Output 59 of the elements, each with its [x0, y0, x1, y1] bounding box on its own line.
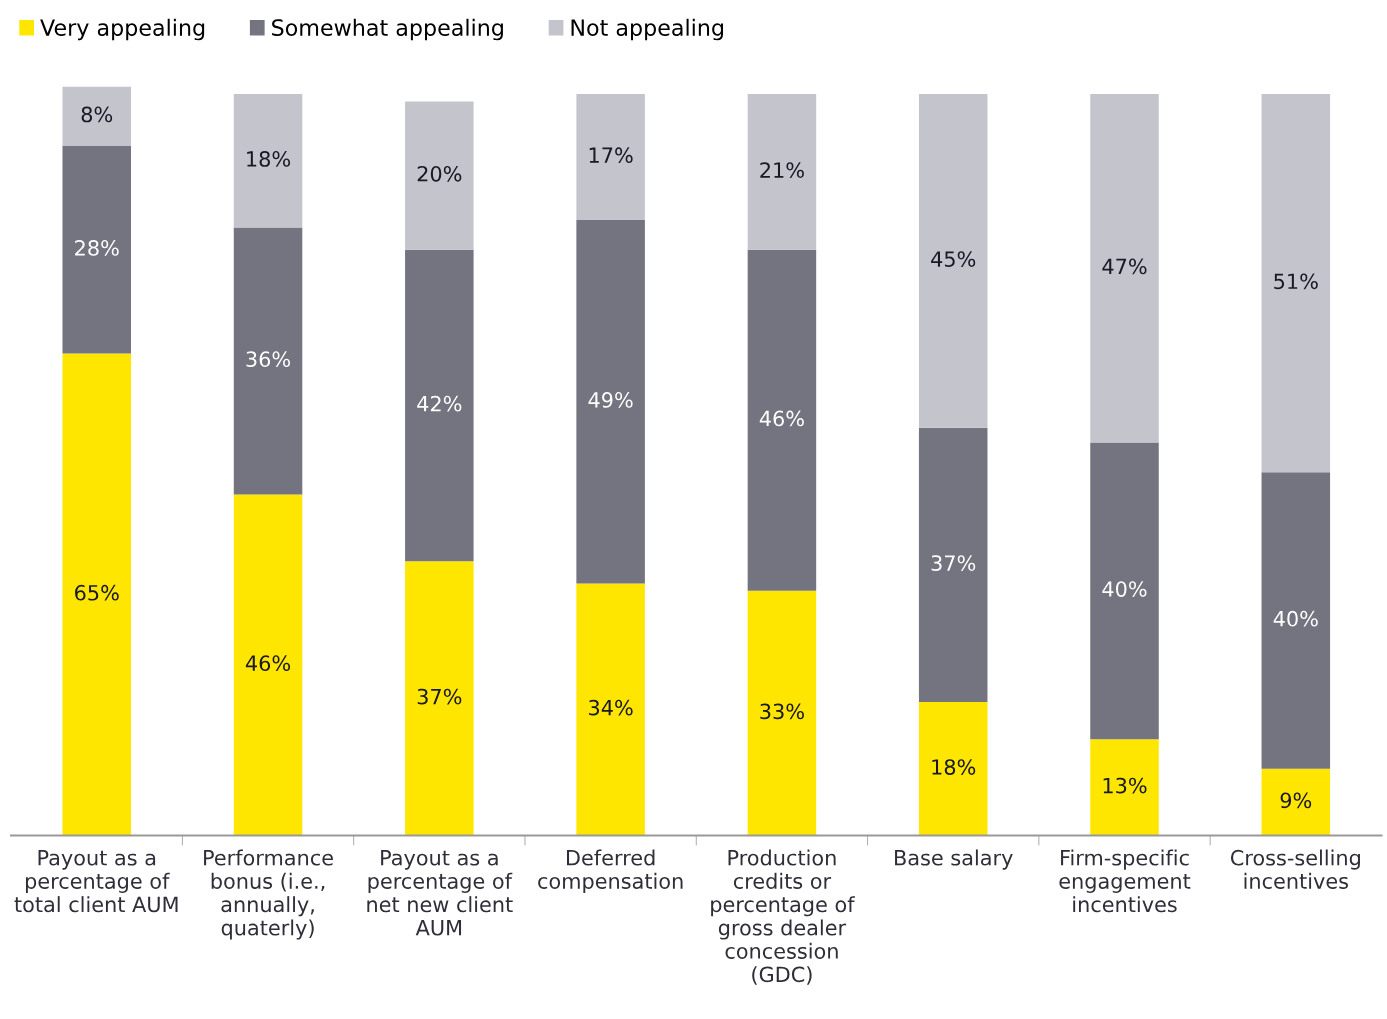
bar [62, 353, 131, 836]
data-label: 65% [75, 584, 119, 601]
data-label: 40% [1102, 581, 1147, 597]
data-label: 8% [81, 106, 113, 123]
bar [1090, 739, 1159, 836]
bar [747, 590, 817, 836]
data-label: 13% [1103, 777, 1147, 794]
x-tick-label: Production credits or percentage of gross dealer concession (GDC) [711, 849, 855, 985]
data-label: 33% [760, 703, 804, 720]
bar [918, 427, 988, 703]
data-label: 20% [417, 165, 462, 182]
bar [747, 249, 817, 591]
bar [1261, 768, 1331, 836]
bar [1090, 94, 1159, 443]
x-tick-label: Deferred compensation [538, 849, 683, 893]
data-label: 51% [1274, 273, 1318, 290]
bar [747, 94, 817, 250]
data-label: 37% [931, 555, 976, 571]
data-label: 47% [1102, 258, 1147, 275]
bar [576, 583, 645, 836]
x-tick-label: Base salary [895, 849, 1013, 870]
data-label: 42% [417, 395, 462, 412]
bar [1261, 472, 1331, 769]
legend-label: Very appealing [40, 18, 205, 41]
data-label: 40% [1273, 610, 1318, 627]
bar [1261, 94, 1331, 473]
bar [62, 145, 131, 354]
data-label: 36% [246, 351, 291, 368]
data-label: 46% [759, 410, 804, 427]
data-label: 18% [247, 151, 291, 167]
bar [405, 101, 474, 250]
data-label: 21% [760, 162, 804, 178]
bar [918, 702, 988, 836]
bar [405, 561, 474, 836]
data-label: 17% [589, 147, 633, 164]
bar [233, 227, 303, 495]
data-label: 46% [245, 655, 291, 672]
x-tick-label: Performance bonus (i.e., annually, quaterly) [204, 849, 333, 940]
bar [918, 94, 988, 428]
data-label: 18% [932, 759, 976, 775]
bar [233, 494, 303, 836]
bar [576, 94, 645, 221]
legend-label: Not appealing [571, 18, 724, 41]
x-tick-label: Payout as a percentage of total client AUM [14, 850, 178, 913]
x-tick-label: Payout as a percentage of net new client AUM [367, 850, 513, 936]
data-label: 28% [75, 240, 119, 256]
legend-label: Somewhat appealing [272, 18, 503, 41]
data-label: 34% [589, 699, 633, 716]
data-label: 49% [588, 392, 633, 408]
x-tick-label: Cross-selling incentives [1230, 849, 1360, 889]
x-tick-label: Firm-specific engagement incentives [1059, 849, 1191, 913]
data-label: 45% [931, 251, 976, 267]
bar [233, 94, 303, 228]
bar [405, 249, 474, 562]
bar [62, 86, 131, 146]
data-label: 9% [1280, 792, 1312, 809]
bar [576, 220, 645, 584]
bar [1090, 442, 1159, 740]
data-label: 37% [417, 688, 462, 705]
